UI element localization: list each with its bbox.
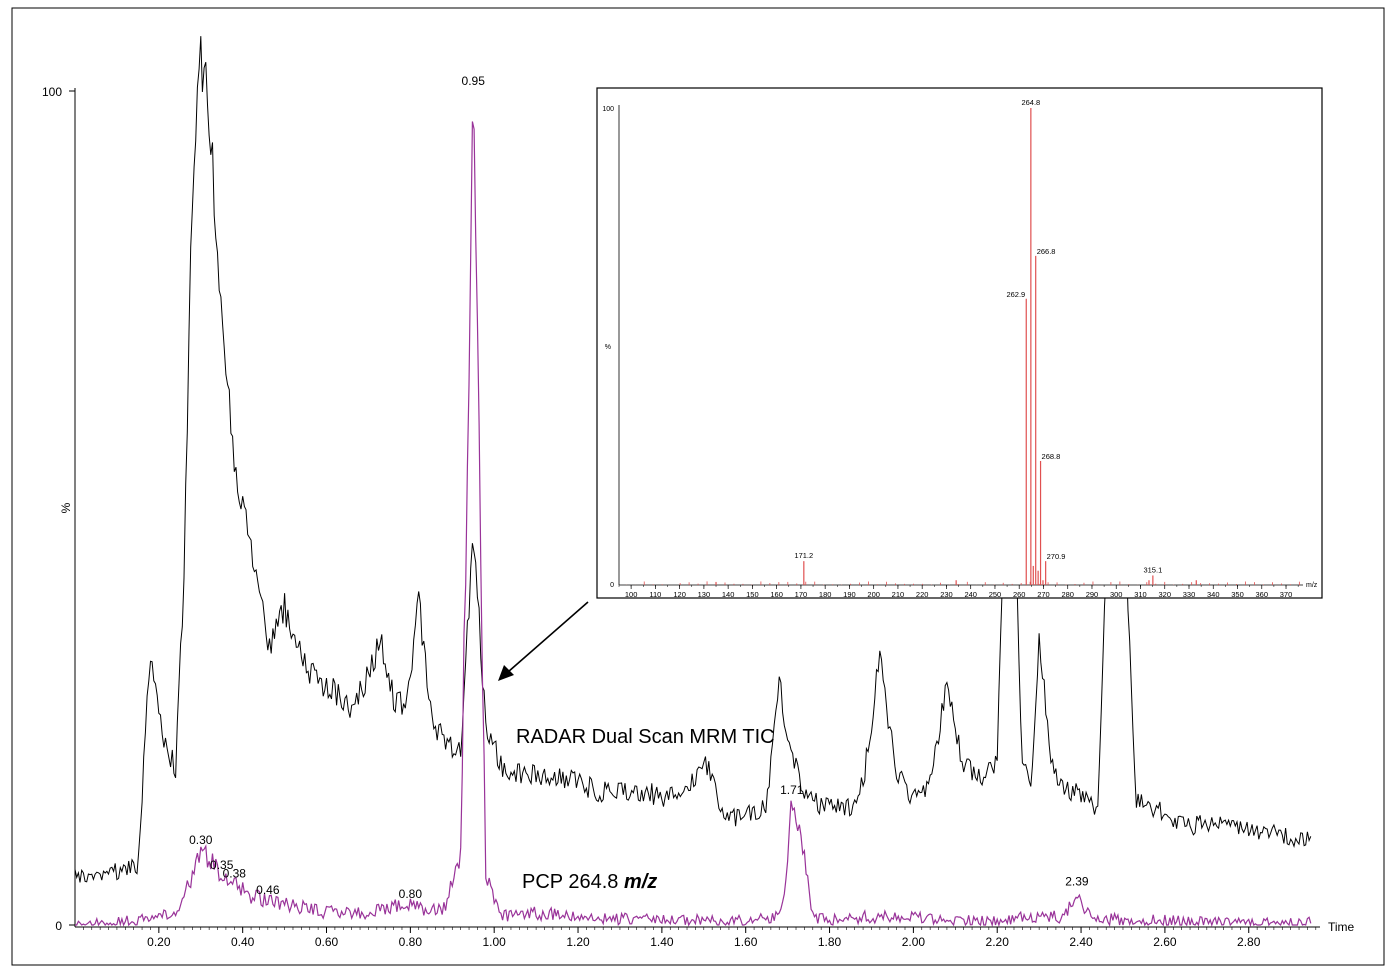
inset-x-tick-label: 180 xyxy=(819,590,832,599)
inset-x-tick-label: 270 xyxy=(1037,590,1050,599)
x-tick-label: 1.00 xyxy=(483,935,507,949)
peak-label: 0.38 xyxy=(223,866,247,880)
inset-peak-label: 171.2 xyxy=(794,551,813,560)
series-tic-line xyxy=(74,36,1312,883)
peak-label: 0.95 xyxy=(462,74,486,88)
x-tick-label: 1.60 xyxy=(734,935,758,949)
y-tick-label-100: 100 xyxy=(42,85,62,99)
inset-x-tick-label: 120 xyxy=(673,590,686,599)
x-tick-label: 0.40 xyxy=(231,935,255,949)
peak-annotations: 0.95 0.30 0.350.38 0.46 0.80 1.71 2.39 xyxy=(189,74,1089,901)
inset-x-tick-label: 210 xyxy=(892,590,905,599)
inset-y-axis-label: % xyxy=(605,344,611,351)
peak-label: 0.35 xyxy=(210,858,234,872)
inset-x-tick-label: 110 xyxy=(649,590,661,599)
x-axis-label: Time xyxy=(1328,920,1355,934)
inset-x-tick-label: 310 xyxy=(1134,590,1147,599)
inset-x-tick-label: 150 xyxy=(746,590,759,599)
pcp-label-prefix: PCP 264.8 xyxy=(522,871,624,893)
peak-label: 0.46 xyxy=(256,883,280,897)
tic-label: RADAR Dual Scan MRM TIC xyxy=(516,726,775,748)
x-tick-label: 1.20 xyxy=(566,935,590,949)
inset-x-tick-label: 190 xyxy=(843,590,856,599)
inset-x-tick-label: 330 xyxy=(1183,590,1196,599)
inset-x-tick-label: 170 xyxy=(795,590,808,599)
inset-x-tick-label: 140 xyxy=(722,590,735,599)
arrow-head xyxy=(498,665,514,681)
arrow-shaft xyxy=(507,601,589,673)
inset-peaks: 171.2 262.9 264.8 266.8 268.8 270.9 315.1 xyxy=(625,98,1300,585)
x-tick-label: 0.60 xyxy=(315,935,339,949)
inset-x-tick-label: 220 xyxy=(916,590,929,599)
inset-x-tick-label: 340 xyxy=(1207,590,1220,599)
x-tick-label: 2.60 xyxy=(1153,935,1177,949)
inset-x-tick-label: 290 xyxy=(1086,590,1099,599)
x-tick-label: 2.80 xyxy=(1237,935,1261,949)
inset-x-tick-label: 360 xyxy=(1256,590,1269,599)
inset-peak-label: 264.8 xyxy=(1021,98,1040,107)
x-tick-label: 1.40 xyxy=(650,935,674,949)
peak-label: 1.71 xyxy=(780,783,804,797)
inset-x-tick-label: 300 xyxy=(1110,590,1123,599)
peak-label: 2.39 xyxy=(1065,875,1089,889)
mass-spectrum-inset: 100 0 % m/z 100 110 120 130 140 150 160 170 180 1… xyxy=(596,87,1323,599)
x-tick-label: 2.40 xyxy=(1069,935,1093,949)
x-tick-label: 1.80 xyxy=(818,935,842,949)
pcp-label-unit: m/z xyxy=(624,871,657,893)
inset-x-tick-label: 350 xyxy=(1231,590,1244,599)
y-axis-label: % xyxy=(59,502,73,513)
x-tick-label: 0.20 xyxy=(147,935,171,949)
inset-peak-label: 268.8 xyxy=(1042,452,1061,461)
main-axes: 100 0 % Time 0.20 0.40 0.60 0.80 1.00 1.20 1.4… xyxy=(42,85,1355,949)
x-tick-label: 2.20 xyxy=(986,935,1010,949)
inset-x-tick-label: 240 xyxy=(964,590,977,599)
y-tick-label-0: 0 xyxy=(55,919,62,933)
pcp-label: PCP 264.8 m/z xyxy=(522,871,657,893)
inset-y-tick-100: 100 xyxy=(602,106,614,113)
inset-x-tick-label: 160 xyxy=(770,590,783,599)
inset-x-tick-label: 100 xyxy=(625,590,638,599)
series-pcp-line xyxy=(75,121,1312,928)
inset-x-tick-label: 130 xyxy=(698,590,711,599)
peak-label: 0.30 xyxy=(189,833,213,847)
inset-x-tick-label: 260 xyxy=(1013,590,1026,599)
inset-x-ticks: 100 110 120 130 140 150 160 170 180 190 200 210 220 2… xyxy=(618,585,1299,599)
inset-y-tick-0: 0 xyxy=(610,582,614,589)
x-tick-label: 2.00 xyxy=(902,935,926,949)
inset-x-axis-label: m/z xyxy=(1306,582,1318,589)
x-ticks: 0.20 0.40 0.60 0.80 1.00 1.20 1.40 1.60 1.80 2.00… xyxy=(83,927,1317,949)
inset-x-tick-label: 200 xyxy=(867,590,880,599)
x-tick-label: 0.80 xyxy=(399,935,423,949)
inset-x-tick-label: 230 xyxy=(940,590,953,599)
inset-x-tick-label: 250 xyxy=(989,590,1002,599)
inset-peak-label: 315.1 xyxy=(1143,565,1162,574)
peak-label: 0.80 xyxy=(399,887,423,901)
inset-frame xyxy=(596,87,1323,599)
arrow-pointer xyxy=(498,601,589,681)
inset-x-tick-label: 370 xyxy=(1280,590,1293,599)
inset-x-tick-label: 320 xyxy=(1158,590,1171,599)
inset-peak-label: 266.8 xyxy=(1037,247,1056,256)
inset-x-tick-label: 280 xyxy=(1061,590,1074,599)
inset-peak-label: 270.9 xyxy=(1047,552,1066,561)
inset-peak-label: 262.9 xyxy=(1006,290,1025,299)
